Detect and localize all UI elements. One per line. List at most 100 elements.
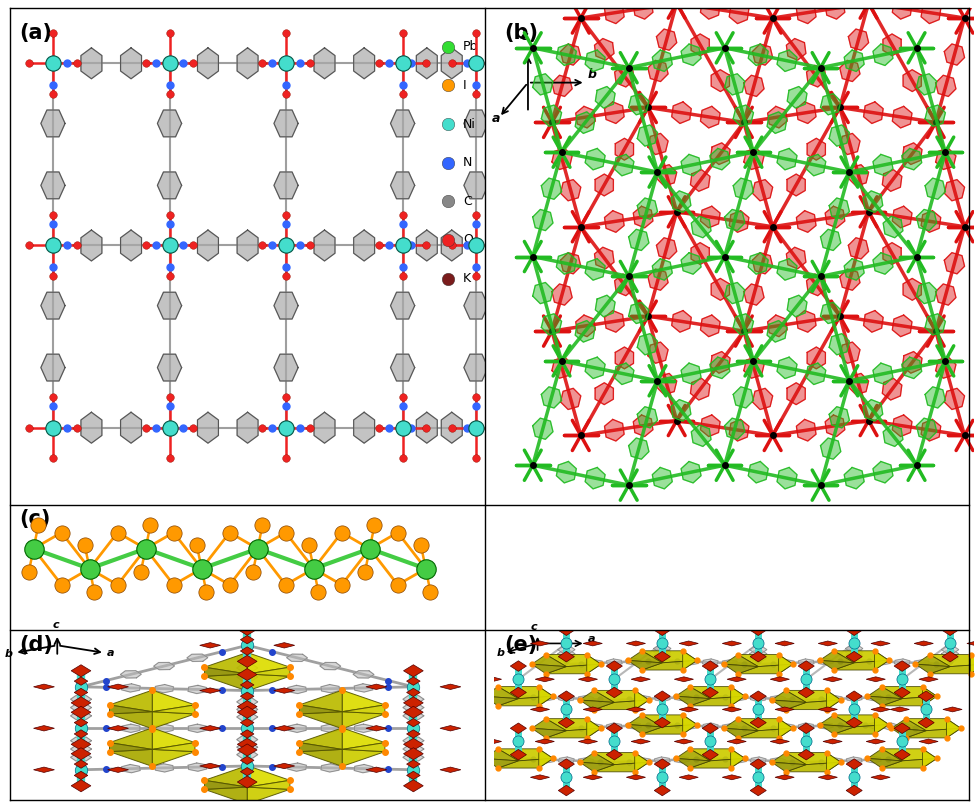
Polygon shape	[699, 107, 720, 128]
Polygon shape	[675, 749, 710, 761]
Polygon shape	[121, 764, 140, 772]
Polygon shape	[935, 357, 955, 378]
Polygon shape	[595, 86, 614, 108]
Polygon shape	[797, 723, 814, 734]
Polygon shape	[681, 44, 700, 65]
Polygon shape	[786, 174, 805, 196]
Polygon shape	[820, 94, 840, 115]
Polygon shape	[74, 688, 88, 696]
Polygon shape	[893, 749, 910, 760]
Polygon shape	[556, 253, 576, 274]
Polygon shape	[709, 149, 730, 170]
Polygon shape	[786, 295, 806, 317]
Polygon shape	[531, 654, 565, 667]
Polygon shape	[575, 321, 595, 342]
Polygon shape	[237, 412, 258, 443]
Polygon shape	[587, 724, 602, 730]
Polygon shape	[532, 209, 553, 230]
Polygon shape	[818, 707, 836, 712]
Polygon shape	[966, 641, 978, 646]
Polygon shape	[585, 468, 604, 489]
Polygon shape	[767, 321, 786, 342]
Polygon shape	[390, 354, 415, 381]
Polygon shape	[342, 712, 384, 729]
Polygon shape	[483, 696, 518, 706]
Polygon shape	[845, 646, 862, 651]
Polygon shape	[627, 715, 661, 727]
Polygon shape	[241, 768, 253, 776]
Polygon shape	[917, 718, 933, 728]
Polygon shape	[603, 102, 624, 124]
Polygon shape	[730, 749, 744, 768]
Polygon shape	[722, 707, 740, 712]
Polygon shape	[795, 2, 816, 23]
Polygon shape	[778, 659, 794, 667]
Polygon shape	[653, 651, 670, 662]
Polygon shape	[828, 334, 849, 355]
Polygon shape	[274, 764, 294, 768]
Polygon shape	[935, 149, 955, 170]
Polygon shape	[822, 677, 841, 682]
Polygon shape	[777, 259, 796, 280]
Polygon shape	[200, 642, 220, 648]
Polygon shape	[70, 737, 91, 744]
Polygon shape	[722, 775, 740, 780]
Polygon shape	[237, 664, 257, 671]
Polygon shape	[729, 419, 748, 441]
Text: I: I	[463, 79, 467, 92]
Polygon shape	[577, 758, 593, 764]
Polygon shape	[749, 691, 766, 701]
Polygon shape	[699, 315, 720, 337]
Polygon shape	[187, 654, 207, 662]
Polygon shape	[881, 170, 901, 191]
Text: a: a	[107, 648, 114, 658]
Polygon shape	[777, 50, 796, 71]
Text: N: N	[463, 156, 472, 169]
Polygon shape	[647, 342, 667, 364]
Polygon shape	[653, 759, 670, 769]
Polygon shape	[769, 696, 784, 702]
Polygon shape	[482, 677, 501, 682]
Polygon shape	[653, 652, 670, 659]
Polygon shape	[891, 107, 911, 128]
Polygon shape	[594, 752, 648, 764]
Polygon shape	[530, 707, 549, 712]
Polygon shape	[637, 198, 657, 219]
Polygon shape	[108, 726, 128, 731]
Polygon shape	[464, 292, 488, 319]
Polygon shape	[603, 211, 624, 233]
Polygon shape	[918, 677, 937, 682]
Polygon shape	[833, 725, 888, 734]
Polygon shape	[583, 707, 601, 712]
Polygon shape	[882, 242, 901, 264]
Polygon shape	[237, 739, 257, 751]
Text: b: b	[5, 649, 13, 659]
Polygon shape	[246, 781, 289, 789]
Polygon shape	[314, 230, 334, 261]
Polygon shape	[924, 387, 945, 408]
Polygon shape	[532, 283, 553, 304]
Polygon shape	[902, 279, 920, 301]
Polygon shape	[941, 625, 957, 636]
Polygon shape	[865, 756, 880, 763]
Polygon shape	[828, 406, 849, 428]
Polygon shape	[274, 642, 294, 648]
Polygon shape	[749, 646, 766, 653]
Polygon shape	[873, 650, 888, 670]
Polygon shape	[786, 86, 806, 108]
Polygon shape	[633, 206, 652, 228]
Polygon shape	[701, 749, 718, 760]
Polygon shape	[579, 762, 614, 772]
Polygon shape	[785, 700, 840, 709]
Polygon shape	[723, 718, 758, 730]
Polygon shape	[498, 696, 553, 706]
Polygon shape	[595, 174, 613, 196]
Polygon shape	[557, 759, 574, 769]
Polygon shape	[594, 762, 648, 772]
Polygon shape	[157, 292, 181, 319]
Text: c: c	[53, 621, 59, 630]
Polygon shape	[710, 279, 729, 301]
Polygon shape	[406, 772, 420, 780]
Polygon shape	[583, 775, 601, 780]
Polygon shape	[74, 760, 88, 768]
